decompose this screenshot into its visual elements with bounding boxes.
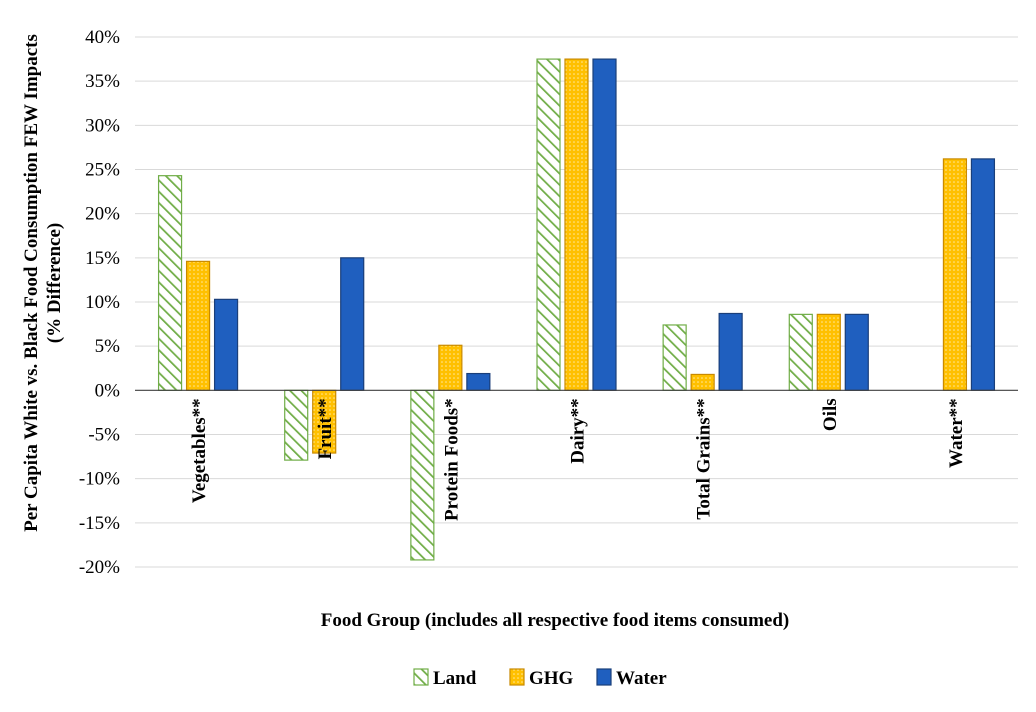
y-tick-label: 15% bbox=[85, 248, 120, 269]
y-tick-label: 0% bbox=[95, 380, 121, 401]
y-tick-label: -5% bbox=[88, 425, 120, 446]
y-axis-title: Per Capita White vs. Black Food Consumpt… bbox=[21, 34, 42, 532]
legend-swatch-land bbox=[413, 668, 429, 686]
bar-ghg-4 bbox=[564, 58, 589, 391]
y-tick-label: -20% bbox=[79, 557, 120, 578]
x-category-label: Dairy** bbox=[568, 398, 589, 463]
y-tick-label: 30% bbox=[85, 115, 120, 136]
y-tick-label: 10% bbox=[85, 292, 120, 313]
legend-swatch-ghg bbox=[509, 668, 525, 686]
y-tick-label: -15% bbox=[79, 513, 120, 534]
bar-water-3 bbox=[466, 372, 491, 391]
bar-ghg-6 bbox=[816, 313, 841, 391]
y-tick-label: 5% bbox=[95, 336, 121, 357]
bar-water-1 bbox=[213, 298, 239, 391]
x-axis-title: Food Group (includes all respective food… bbox=[321, 610, 790, 631]
bar-land-6 bbox=[788, 313, 813, 391]
y-tick-label: 20% bbox=[85, 204, 120, 225]
bar-land-5 bbox=[662, 324, 687, 391]
legend-label-ghg: GHG bbox=[529, 668, 574, 689]
y-tick-label: -10% bbox=[79, 469, 120, 490]
bar-land-1 bbox=[157, 175, 183, 391]
bar-ghg-3 bbox=[438, 344, 463, 391]
x-category-label: Vegetables** bbox=[189, 398, 210, 503]
legend: Land GHG Water bbox=[413, 668, 667, 689]
bar-land-4 bbox=[536, 58, 561, 391]
y-axis-title-subtitle: (% Difference) bbox=[44, 223, 65, 343]
bar-water-5 bbox=[718, 312, 743, 391]
legend-label-water: Water bbox=[616, 668, 667, 689]
bar-ghg-1 bbox=[185, 260, 211, 391]
legend-swatch-water bbox=[596, 668, 612, 686]
y-tick-label: 35% bbox=[85, 71, 120, 92]
legend-label-land: Land bbox=[433, 668, 477, 689]
bar-ghg-7 bbox=[942, 158, 968, 391]
bar-land-3 bbox=[410, 389, 435, 561]
x-category-label: Oils bbox=[820, 398, 841, 431]
y-tick-label: 25% bbox=[85, 160, 120, 181]
bar-water-7 bbox=[970, 158, 996, 391]
bar-ghg-5 bbox=[690, 373, 715, 391]
x-category-label: Total Grains** bbox=[694, 398, 715, 519]
bar-water-4 bbox=[592, 58, 617, 391]
x-category-label: Fruit** bbox=[315, 398, 336, 459]
x-category-label: Protein Foods* bbox=[441, 398, 462, 521]
bar-water-6 bbox=[844, 313, 869, 391]
y-tick-label: 40% bbox=[85, 27, 120, 48]
bar-water-2 bbox=[340, 257, 365, 391]
x-category-label: Water** bbox=[946, 398, 967, 468]
bar-land-2 bbox=[284, 389, 309, 461]
